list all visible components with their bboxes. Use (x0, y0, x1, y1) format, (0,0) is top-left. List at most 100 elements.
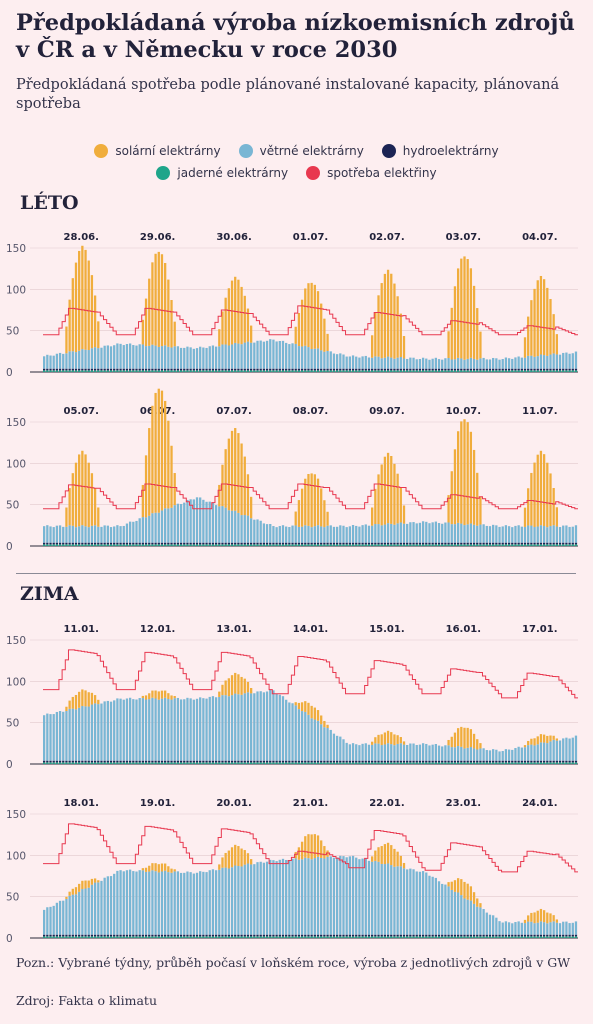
bar-hydro (396, 368, 399, 371)
bar-hydro (351, 760, 355, 763)
day-label: 29.06. (140, 232, 175, 243)
bar-wind (291, 525, 294, 543)
bar-wind (291, 858, 294, 935)
bar-nuclear (125, 762, 129, 764)
bar-wind (466, 358, 469, 369)
bar-wind (421, 521, 425, 543)
bar-hydro (93, 542, 97, 545)
bar-hydro (269, 934, 272, 937)
bar-nuclear (517, 370, 520, 372)
bar-solar (523, 337, 527, 358)
bar-nuclear (119, 544, 122, 546)
bar-nuclear (262, 544, 266, 546)
bar-solar (390, 455, 393, 524)
bar-hydro (71, 542, 74, 545)
bar-wind (393, 524, 396, 543)
bar-wind (65, 711, 68, 761)
bar-solar (97, 321, 100, 349)
bar-wind (476, 906, 479, 935)
bar-wind (179, 347, 183, 369)
bar-nuclear (78, 544, 81, 546)
bar-hydro (160, 368, 164, 371)
bar-nuclear (259, 762, 262, 764)
bar-nuclear (237, 370, 240, 372)
bar-hydro (278, 934, 281, 937)
bar-wind (265, 340, 269, 369)
bar-nuclear (58, 370, 62, 372)
bar-hydro (406, 368, 409, 371)
bar-solar (144, 695, 148, 700)
bar-hydro (342, 760, 345, 763)
bar-solar (249, 496, 253, 519)
bar-wind (565, 921, 568, 935)
bar-nuclear (119, 762, 122, 764)
bar-wind (492, 749, 495, 761)
bar-solar (87, 880, 90, 888)
bar-nuclear (361, 370, 364, 372)
bar-hydro (383, 542, 387, 545)
bar-wind (501, 526, 504, 543)
bar-wind (453, 359, 457, 369)
bar-nuclear (272, 936, 275, 938)
bar-solar (399, 855, 402, 867)
bar-wind (418, 359, 422, 369)
bar-nuclear (297, 936, 301, 938)
bar-wind (103, 525, 106, 543)
bar-wind (485, 359, 488, 369)
bar-solar (476, 898, 479, 907)
bar-nuclear (269, 544, 272, 546)
bar-hydro (380, 542, 383, 545)
bar-wind (230, 867, 234, 935)
bar-hydro (399, 542, 402, 545)
bar-solar (530, 738, 533, 745)
bar-solar (304, 288, 307, 346)
bar-hydro (313, 368, 316, 371)
bar-hydro (511, 760, 514, 763)
bar-solar (396, 296, 399, 358)
bar-wind (148, 871, 151, 935)
bar-nuclear (514, 370, 517, 372)
y-tick-label: 150 (6, 809, 26, 821)
bar-solar (316, 835, 320, 857)
bar-nuclear (571, 936, 574, 938)
bar-hydro (415, 760, 418, 763)
bar-hydro (189, 760, 192, 763)
bar-wind (520, 747, 523, 761)
bar-hydro (434, 368, 437, 371)
bar-solar (160, 863, 164, 872)
bar-solar (374, 850, 377, 861)
bar-wind (415, 359, 418, 369)
bar-solar (546, 462, 549, 528)
bar-solar (68, 891, 71, 896)
bar-nuclear (335, 936, 339, 938)
bar-wind (351, 524, 355, 543)
bar-hydro (202, 368, 205, 371)
bar-nuclear (157, 544, 160, 546)
bar-hydro (141, 934, 145, 937)
day-label: 15.01. (369, 624, 404, 635)
bar-nuclear (90, 936, 94, 938)
bar-hydro (507, 934, 511, 937)
bar-nuclear (364, 544, 367, 546)
bar-solar (294, 851, 297, 859)
bar-solar (144, 298, 148, 347)
bar-nuclear (530, 370, 533, 372)
bar-hydro (160, 934, 164, 937)
bar-hydro (412, 542, 415, 545)
bar-nuclear (132, 762, 135, 764)
bar-nuclear (431, 544, 434, 546)
bar-hydro (65, 368, 68, 371)
bar-wind (377, 861, 380, 935)
bar-hydro (278, 368, 281, 371)
bar-nuclear (542, 544, 546, 546)
bar-wind (237, 512, 240, 543)
bar-hydro (46, 368, 49, 371)
bar-hydro (504, 760, 508, 763)
bar-hydro (517, 934, 520, 937)
bar-nuclear (374, 544, 377, 546)
bar-nuclear (243, 544, 246, 546)
bar-hydro (55, 934, 59, 937)
bar-nuclear (320, 370, 323, 372)
bar-solar (377, 474, 380, 525)
bar-hydro (234, 934, 237, 937)
